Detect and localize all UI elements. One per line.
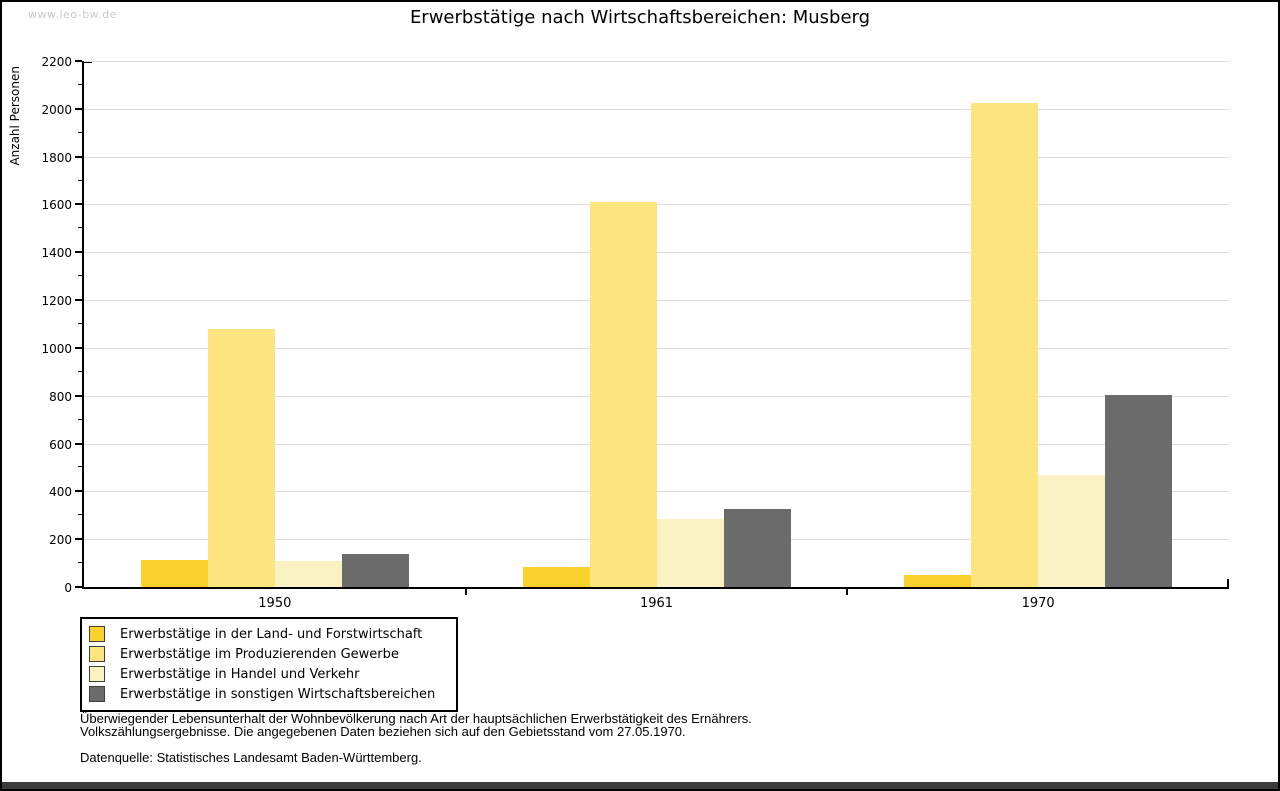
legend-item: Erwerbstätige im Produzierenden Gewerbe <box>89 644 449 664</box>
bar <box>656 519 724 587</box>
plot-area: 0 200 400 600 800 1000 1200 1400 1600 1800 2000 220… <box>41 55 1229 611</box>
y-axis-title: Anzahl Personen <box>8 66 22 166</box>
y-axis-minor-tick <box>78 131 82 133</box>
y-axis-tick-label: 1000 <box>41 341 72 356</box>
bar <box>971 103 1039 587</box>
bar <box>274 561 342 587</box>
y-axis-minor-tick <box>78 275 82 277</box>
gridline <box>84 347 1229 349</box>
x-axis-end-tick <box>1227 579 1229 587</box>
y-axis-tick-label: 800 <box>49 389 72 404</box>
y-axis-tick-label: 600 <box>49 437 72 452</box>
y-axis-tick-label: 400 <box>49 485 72 500</box>
y-axis-tick <box>75 107 82 110</box>
y-axis-tick <box>75 203 82 206</box>
watermark: www.leo-bw.de <box>28 8 117 21</box>
y-axis-tick <box>75 155 82 158</box>
legend-item: Erwerbstätige in der Land- und Forstwirt… <box>89 624 449 644</box>
y-axis-minor-tick <box>78 83 82 85</box>
x-axis-tick <box>846 589 849 595</box>
bar <box>904 575 972 587</box>
gridline <box>84 108 1229 110</box>
y-axis-minor-tick <box>78 562 82 564</box>
y-axis-minor-tick <box>78 323 82 324</box>
y-axis-minor-tick <box>78 179 82 181</box>
footer-note-line1: Überwiegender Lebensunterhalt der Wohnbe… <box>80 711 752 726</box>
y-axis-tick-label: 2200 <box>41 55 72 69</box>
y-axis-minor-tick <box>78 418 82 420</box>
y-axis-minor-tick <box>78 370 82 372</box>
legend-item-label: Erwerbstätige in der Land- und Forstwirt… <box>120 626 423 642</box>
y-axis-tick-label: 200 <box>49 533 72 548</box>
y-axis-tick <box>75 442 82 445</box>
y-axis-end-tick <box>84 61 92 63</box>
legend-color-swatch <box>89 626 105 642</box>
y-axis-tick-label: 2000 <box>41 102 72 117</box>
legend: Erwerbstätige in der Land- und Forstwirt… <box>80 617 458 712</box>
bar <box>341 554 409 587</box>
y-axis-tick <box>75 394 82 397</box>
legend-item: Erwerbstätige in Handel und Verkehr <box>89 664 449 684</box>
footer-note-line2: Volkszählungsergebnisse. Die angegebenen… <box>80 724 686 739</box>
legend-item-label: Erwerbstätige in sonstigen Wirtschaftsbe… <box>120 686 436 702</box>
x-axis-category-label: 1950 <box>258 596 292 611</box>
gridline <box>84 61 1229 62</box>
gridline <box>84 443 1229 445</box>
legend-color-swatch <box>89 686 105 702</box>
y-axis-tick <box>75 299 82 302</box>
y-axis-minor-tick <box>78 466 82 468</box>
bar <box>1105 395 1173 587</box>
gridline <box>84 300 1229 302</box>
y-axis-minor-tick <box>78 514 82 516</box>
bar <box>723 509 791 587</box>
gridline <box>84 156 1229 158</box>
gridline <box>84 204 1229 206</box>
gridline <box>84 491 1229 493</box>
y-axis-tick <box>75 490 82 493</box>
bar <box>1038 475 1106 587</box>
y-axis-tick <box>75 538 82 541</box>
legend-color-swatch <box>89 646 105 662</box>
x-axis-category-label: 1961 <box>639 596 674 611</box>
gridline <box>84 252 1229 254</box>
legend-color-swatch <box>89 666 105 682</box>
y-axis-tick-label: 0 <box>64 581 72 595</box>
y-axis-tick-label: 1200 <box>41 294 72 309</box>
bar <box>140 560 208 587</box>
x-axis-tick <box>464 589 467 595</box>
bar <box>207 329 275 587</box>
legend-item-label: Erwerbstätige in Handel und Verkehr <box>120 666 360 682</box>
y-axis-tick <box>75 60 82 62</box>
legend-item-label: Erwerbstätige im Produzierenden Gewerbe <box>120 646 399 662</box>
x-axis-category-label: 1970 <box>1021 596 1055 611</box>
chart-title: Erwerbstätige nach Wirtschaftsbereichen:… <box>409 7 871 28</box>
y-axis-tick-label: 1800 <box>41 150 72 165</box>
y-axis-tick <box>75 251 82 254</box>
legend-item: Erwerbstätige in sonstigen Wirtschaftsbe… <box>89 684 449 704</box>
bar <box>522 567 590 587</box>
y-axis-tick <box>75 586 82 588</box>
bar <box>589 202 657 587</box>
y-axis-minor-tick <box>78 227 82 229</box>
bottom-edge-bar <box>2 782 1278 789</box>
gridline <box>84 395 1229 397</box>
y-axis-tick-label: 1600 <box>41 198 72 213</box>
y-axis-tick <box>75 346 82 349</box>
footer-source: Datenquelle: Statistisches Landesamt Bad… <box>80 750 422 765</box>
y-axis-tick-label: 1400 <box>41 246 72 261</box>
